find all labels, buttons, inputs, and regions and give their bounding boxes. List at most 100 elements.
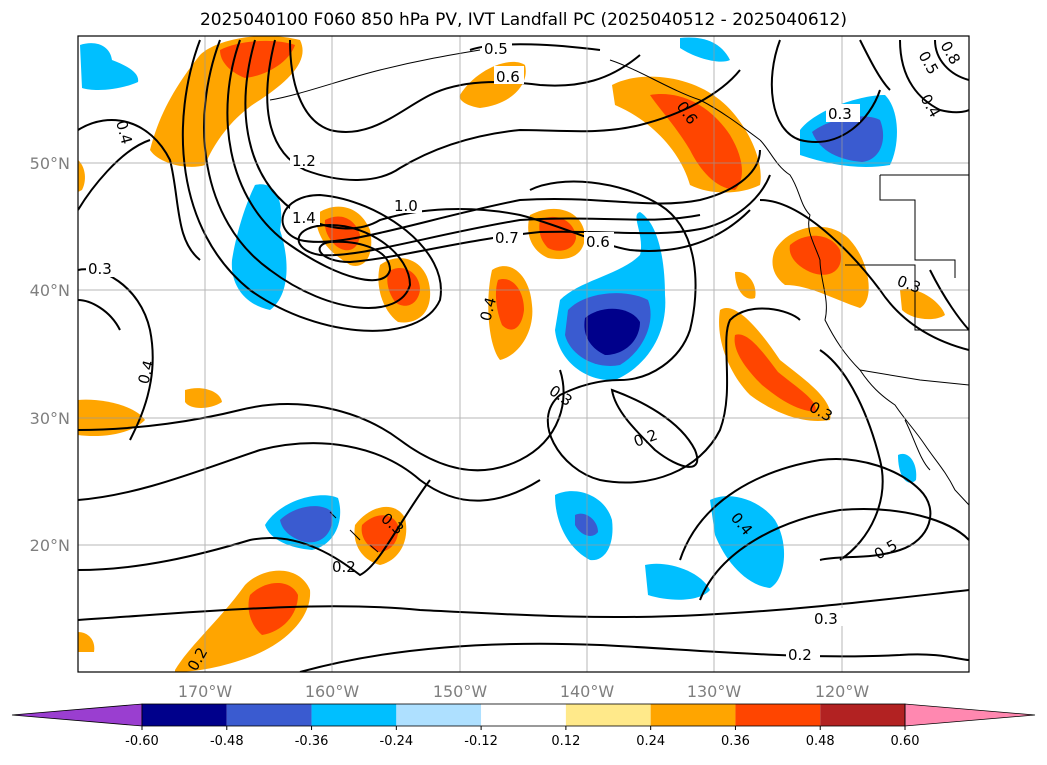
- ivt-contours: [78, 39, 969, 672]
- hawaii-islands: [329, 511, 379, 553]
- lon-label-130w: 130°W: [687, 682, 742, 701]
- anomaly-positive-left-edge: [78, 160, 85, 192]
- graticule: [78, 36, 969, 672]
- anomaly-positive-165w-south-core: [248, 582, 298, 635]
- contour-label: 0.7: [495, 229, 519, 247]
- contour-line-16: [934, 39, 969, 81]
- na-west-coast: [759, 139, 969, 506]
- contour-line-9: [78, 119, 201, 261]
- colorbar-tick-label: 0.12: [551, 734, 580, 749]
- contour-label: 0.4: [134, 358, 158, 386]
- colorbar-segment: [735, 704, 821, 726]
- anomaly-negative-160w-south-core: [280, 506, 333, 543]
- figure-title: 2025040100 F060 850 hPa PV, IVT Landfall…: [199, 10, 847, 30]
- contour-label: 0.3: [814, 610, 838, 628]
- contour-labels: 1.2 1.4 1.0 0.7 0.6 0.5 0.6 0.3 0.4 0.4 …: [86, 38, 964, 674]
- contour-line-24: [699, 508, 969, 601]
- contour-line-10: [78, 299, 121, 331]
- colorbar-segment: [820, 704, 905, 726]
- contour-label: 0.4: [112, 118, 136, 146]
- colorbar-tick-label: 0.60: [891, 734, 920, 749]
- contour-label: 0.3: [828, 105, 852, 123]
- pv-anomaly-fills: [78, 36, 945, 672]
- lat-label-30n: 30°N: [30, 409, 70, 428]
- anomaly-positive-154w-core: [387, 268, 420, 306]
- anomaly-positive-143w-core: [539, 216, 576, 251]
- anomaly-negative-140w-core: [584, 308, 640, 355]
- contour-line-23: [679, 458, 932, 561]
- latitude-labels: 50°N 40°N 30°N 20°N: [30, 154, 70, 555]
- lon-label-140w: 140°W: [560, 682, 615, 701]
- contour-label: 0.4: [476, 295, 500, 323]
- colorbar-extend-low: [11, 703, 143, 727]
- colorbar-segment: [142, 704, 227, 726]
- contour-line-13: [469, 43, 601, 51]
- colorbar-segment: [311, 704, 397, 726]
- colorbar-tick-label: 0.36: [721, 734, 750, 749]
- contour-label: 1.0: [394, 197, 418, 215]
- lon-label-120w: 120°W: [815, 682, 870, 701]
- alaska-panhandle-coast: [609, 59, 761, 141]
- contour-line-5: [266, 39, 741, 181]
- colorbar-tick-label: -0.36: [295, 734, 329, 749]
- contour-line-3: [226, 39, 771, 282]
- contour-line-15: [899, 39, 969, 114]
- colorbar: -0.60 -0.48 -0.36 -0.24 -0.12 0.12 0.24 0.36 0.4…: [11, 703, 1036, 749]
- colorbar-segment: [650, 704, 736, 726]
- longitude-labels: 170°W 160°W 150°W 140°W 130°W 120°W: [178, 682, 870, 701]
- anomaly-positive-146w-core: [495, 279, 524, 330]
- anomaly-positive-134w-small: [735, 271, 756, 299]
- contour-line-14: [859, 39, 891, 91]
- lon-label-150w: 150°W: [433, 682, 488, 701]
- contour-line-27: [929, 269, 969, 331]
- anomaly-positive-170w-small: [185, 388, 222, 408]
- contour-line-2: [203, 39, 701, 309]
- state-boundaries-1: [879, 175, 956, 278]
- contour-line-7: [78, 139, 151, 211]
- anomaly-positive-left-15n: [78, 632, 95, 652]
- aleutian-coast: [269, 49, 481, 101]
- colorbar-tick-label: -0.60: [125, 734, 159, 749]
- anomaly-negative-ne-top: [680, 37, 730, 62]
- colorbar-outline: [141, 703, 906, 727]
- contour-label: 0.2: [788, 646, 812, 664]
- anomaly-positive-california-core: [789, 235, 841, 275]
- contour-line-12: [610, 388, 699, 468]
- contour-label: 0.2: [332, 558, 356, 576]
- colorbar-segment: [565, 704, 651, 726]
- contour-line-20: [78, 479, 431, 577]
- colorbar-tick-label: 0.24: [636, 734, 665, 749]
- anomaly-negative-ne-core: [812, 116, 884, 162]
- lat-label-20n: 20°N: [30, 536, 70, 555]
- contour-line-21: [78, 589, 969, 621]
- anomaly-positive-115w: [900, 289, 945, 320]
- baja-coast: [904, 419, 931, 471]
- anomaly-positive-nw-core: [220, 40, 295, 78]
- contour-line-22: [299, 642, 969, 672]
- anomaly-negative-165w: [231, 184, 287, 310]
- contour-line-18: [78, 369, 565, 472]
- contour-label: 1.2: [292, 152, 316, 170]
- contour-label: 1.4: [292, 209, 316, 227]
- colorbar-tick-label: -0.24: [380, 734, 414, 749]
- contour-line-4: [244, 39, 751, 252]
- coastlines: [269, 49, 969, 553]
- anomaly-positive-128w-core: [734, 334, 816, 412]
- contour-line-19: [78, 442, 541, 502]
- colorbar-tick-label: -0.12: [464, 734, 498, 749]
- lon-label-170w: 170°W: [178, 682, 233, 701]
- anomaly-negative-nw: [80, 43, 139, 90]
- colorbar-segment: [226, 704, 312, 726]
- colorbar-extend-high: [904, 703, 1036, 727]
- lat-label-50n: 50°N: [30, 154, 70, 173]
- colorbar-segment: [481, 704, 566, 726]
- contour-line-17: [770, 39, 881, 143]
- contour-line-11: [529, 180, 801, 484]
- lat-label-40n: 40°N: [30, 281, 70, 300]
- anomaly-negative-137w-south: [645, 563, 710, 600]
- state-boundaries-2: [845, 264, 969, 331]
- anomaly-negative-130w-south: [710, 496, 785, 588]
- contour-line-6: [289, 39, 641, 133]
- contour-line-25: [819, 349, 884, 561]
